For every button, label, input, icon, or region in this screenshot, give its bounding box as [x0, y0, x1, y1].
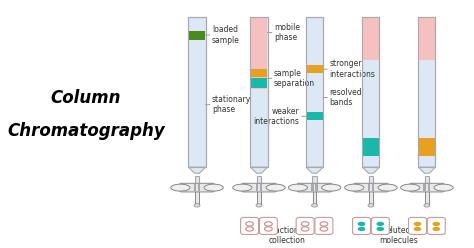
Circle shape	[301, 222, 309, 226]
Bar	[428, 184, 430, 191]
Polygon shape	[250, 167, 267, 173]
Ellipse shape	[266, 184, 285, 191]
Bar	[260, 184, 263, 191]
FancyBboxPatch shape	[189, 17, 206, 167]
FancyBboxPatch shape	[242, 183, 276, 192]
Ellipse shape	[434, 184, 453, 191]
FancyBboxPatch shape	[250, 17, 267, 167]
Bar	[311, 184, 314, 191]
Text: resolved
bands: resolved bands	[329, 88, 362, 107]
Bar	[198, 184, 201, 191]
Polygon shape	[419, 167, 436, 173]
FancyBboxPatch shape	[354, 183, 388, 192]
Ellipse shape	[171, 184, 190, 191]
Bar	[363, 138, 379, 156]
Circle shape	[264, 222, 272, 226]
Bar	[419, 17, 435, 60]
Bar	[306, 65, 323, 73]
FancyBboxPatch shape	[363, 17, 380, 167]
Bar	[257, 190, 261, 205]
FancyBboxPatch shape	[306, 17, 323, 167]
Ellipse shape	[378, 184, 397, 191]
Bar	[313, 190, 316, 205]
Bar	[251, 78, 267, 88]
Text: stronger
interactions: stronger interactions	[329, 60, 375, 79]
Text: Chromatography: Chromatography	[7, 122, 165, 140]
Circle shape	[246, 227, 254, 231]
Ellipse shape	[204, 184, 223, 191]
FancyBboxPatch shape	[259, 217, 277, 234]
Polygon shape	[363, 167, 380, 173]
Bar	[306, 112, 323, 120]
Circle shape	[311, 204, 318, 207]
Text: sample
separation: sample separation	[274, 69, 315, 88]
FancyBboxPatch shape	[428, 217, 445, 234]
Bar	[367, 184, 370, 191]
Circle shape	[320, 222, 328, 226]
Text: stationary
phase: stationary phase	[212, 95, 251, 114]
Text: fractions
collection: fractions collection	[268, 226, 305, 245]
Circle shape	[301, 227, 309, 231]
Text: Column: Column	[51, 89, 121, 106]
FancyBboxPatch shape	[241, 217, 258, 234]
FancyBboxPatch shape	[315, 217, 333, 234]
Bar	[195, 176, 200, 186]
Bar	[251, 17, 267, 89]
Bar	[189, 31, 205, 40]
FancyBboxPatch shape	[353, 217, 371, 234]
Bar	[425, 190, 428, 205]
Bar	[193, 184, 196, 191]
Circle shape	[246, 222, 254, 226]
Ellipse shape	[345, 184, 364, 191]
Text: mobile
phase: mobile phase	[274, 23, 300, 42]
FancyBboxPatch shape	[409, 217, 427, 234]
Text: weaker
interactions: weaker interactions	[254, 107, 300, 126]
Circle shape	[414, 227, 421, 231]
FancyBboxPatch shape	[371, 217, 389, 234]
Circle shape	[256, 204, 262, 207]
Bar	[312, 176, 317, 186]
Ellipse shape	[401, 184, 420, 191]
Bar	[251, 69, 267, 77]
FancyBboxPatch shape	[419, 17, 436, 167]
Ellipse shape	[322, 184, 341, 191]
FancyBboxPatch shape	[180, 183, 214, 192]
Polygon shape	[189, 167, 206, 173]
Circle shape	[376, 227, 384, 231]
Bar	[255, 184, 258, 191]
Circle shape	[194, 204, 200, 207]
Bar	[363, 17, 379, 60]
Circle shape	[320, 227, 328, 231]
Bar	[315, 184, 318, 191]
Circle shape	[432, 222, 440, 226]
Bar	[368, 176, 374, 186]
Bar	[369, 190, 373, 205]
Circle shape	[368, 204, 374, 207]
Bar	[423, 184, 426, 191]
Circle shape	[376, 222, 384, 226]
Circle shape	[424, 204, 430, 207]
Bar	[425, 176, 429, 186]
FancyBboxPatch shape	[298, 183, 332, 192]
Circle shape	[358, 222, 365, 226]
Bar	[372, 184, 374, 191]
Circle shape	[414, 222, 421, 226]
Bar	[195, 190, 199, 205]
Circle shape	[432, 227, 440, 231]
FancyBboxPatch shape	[296, 217, 314, 234]
Text: loaded
sample: loaded sample	[212, 25, 240, 45]
Text: eluted
molecules: eluted molecules	[380, 226, 418, 245]
FancyBboxPatch shape	[410, 183, 444, 192]
Polygon shape	[306, 167, 323, 173]
Circle shape	[358, 227, 365, 231]
Circle shape	[264, 227, 272, 231]
Bar	[419, 138, 435, 156]
Ellipse shape	[233, 184, 252, 191]
Ellipse shape	[288, 184, 308, 191]
Bar	[256, 176, 261, 186]
